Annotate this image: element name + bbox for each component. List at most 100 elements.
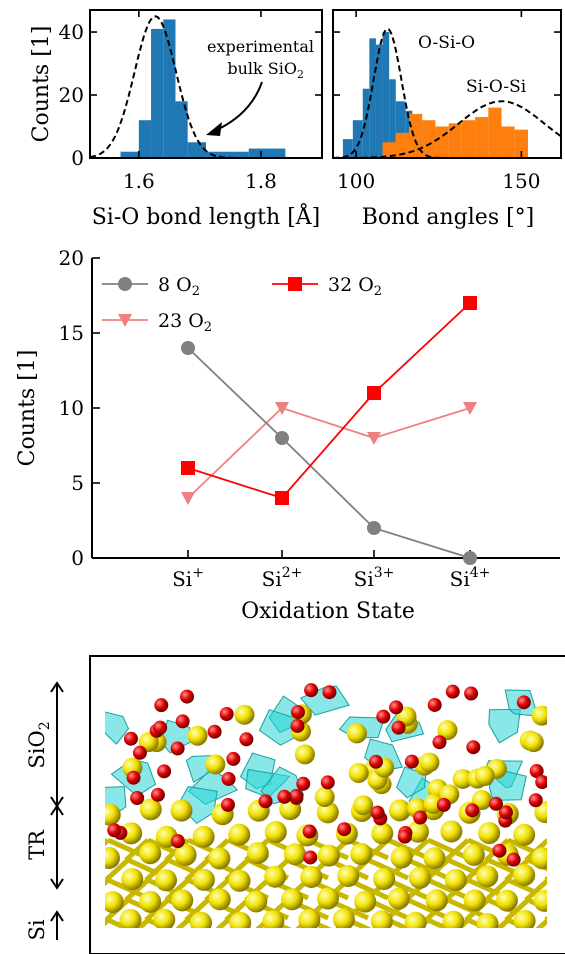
sio2-region-arrow-head-top bbox=[50, 681, 64, 693]
o-atom bbox=[320, 775, 335, 790]
oxidation-series-line-2 bbox=[187, 302, 471, 500]
si-bond bbox=[346, 917, 372, 928]
si-atom bbox=[294, 744, 315, 765]
si-atom bbox=[229, 911, 252, 928]
si-bond bbox=[105, 858, 130, 882]
si-atom bbox=[353, 795, 374, 816]
si-bond bbox=[444, 838, 470, 862]
si-atom bbox=[370, 910, 393, 928]
si-atom bbox=[513, 864, 536, 887]
si-atom bbox=[408, 866, 431, 889]
bond-length-ytick-label-2: 40 bbox=[59, 20, 84, 44]
si-bond bbox=[524, 878, 547, 902]
si-atom bbox=[513, 823, 536, 846]
o-atom bbox=[302, 824, 317, 839]
oxidation-point-1-3 bbox=[463, 402, 477, 415]
oxidation-point-2-2 bbox=[367, 386, 381, 400]
oxidation-series-line-1 bbox=[187, 406, 471, 499]
si-atom bbox=[171, 889, 194, 912]
tr-region-arrow-head-bottom bbox=[50, 878, 64, 890]
o-atom bbox=[432, 735, 447, 750]
bond-angle-bar-0-5 bbox=[382, 32, 390, 158]
experimental-annotation: experimental bbox=[207, 37, 314, 56]
oxidation-ytick-label-0: 0 bbox=[71, 546, 84, 570]
atomic-structure bbox=[105, 683, 547, 928]
si-bond bbox=[426, 877, 470, 901]
oxidation-ytick-label-2: 10 bbox=[59, 396, 84, 420]
o-atom bbox=[180, 689, 195, 704]
o-atom bbox=[528, 793, 543, 808]
si-atom bbox=[440, 820, 463, 843]
bond-angle-xtick-label-1: 150 bbox=[502, 169, 540, 193]
tr-region-arrow-head-top bbox=[50, 804, 64, 816]
si-atom bbox=[495, 889, 518, 912]
si-o-si-label: Si-O-Si bbox=[466, 77, 527, 97]
si-bond bbox=[535, 918, 547, 928]
oxidation-point-1-1 bbox=[275, 402, 289, 415]
oxidation-point-1-2 bbox=[367, 432, 381, 445]
bond-angle-bar-1-6 bbox=[461, 120, 476, 158]
oxidation-xtick-label-0: Si+ bbox=[172, 565, 204, 591]
si-bond bbox=[175, 918, 190, 928]
oxidation-point-0-0 bbox=[181, 341, 195, 355]
si-atom bbox=[350, 843, 373, 866]
si-atom bbox=[463, 889, 486, 912]
si-bond bbox=[124, 838, 150, 862]
si-atom bbox=[404, 911, 427, 928]
bond-angle-bar-1-4 bbox=[435, 126, 449, 158]
oxidation-xtick-label-3: Si4+ bbox=[450, 565, 491, 591]
o-atom bbox=[516, 695, 531, 710]
si-region-label: Si bbox=[25, 919, 49, 940]
si-atom bbox=[262, 910, 285, 928]
legend-marker-0 bbox=[118, 277, 132, 291]
o-atom bbox=[529, 764, 544, 779]
si-atom bbox=[476, 865, 499, 888]
si-atom bbox=[208, 888, 231, 911]
bond-angle-ticks: 100 150 bbox=[333, 10, 561, 193]
o-atom bbox=[126, 770, 141, 785]
bond-length-xtick-label-0: 1.6 bbox=[123, 169, 155, 193]
si-atom bbox=[444, 868, 467, 891]
si-atom bbox=[192, 868, 215, 891]
sio2-region-label: SiO2 bbox=[25, 721, 53, 768]
tr-region-label: TR bbox=[25, 829, 49, 860]
bond-angle-frame bbox=[332, 9, 562, 159]
o-atom bbox=[207, 724, 222, 739]
oxidation-point-0-1 bbox=[275, 431, 289, 445]
si-atom bbox=[170, 799, 193, 822]
oxidation-series bbox=[181, 296, 477, 565]
si-atom bbox=[298, 908, 321, 928]
si-bond bbox=[386, 917, 412, 928]
o-si-o-label: O-Si-O bbox=[418, 33, 475, 53]
si-atom bbox=[228, 823, 251, 846]
si-atom bbox=[388, 799, 411, 822]
oxidation-xtick-sup-0: + bbox=[192, 565, 204, 581]
bond-length-bar-7 bbox=[248, 148, 286, 158]
bond-length-xlabel: Si-O bond length [Å] bbox=[92, 202, 321, 230]
legend-marker-1 bbox=[118, 314, 132, 327]
si-atom bbox=[346, 723, 367, 744]
o-atom bbox=[397, 829, 412, 844]
legend-label-sub-0: 2 bbox=[192, 284, 200, 299]
bond-angle-bar-0-0 bbox=[342, 139, 353, 158]
si-atom bbox=[523, 732, 544, 753]
si-atom bbox=[174, 843, 197, 866]
o-atom bbox=[506, 852, 521, 867]
si-atom bbox=[531, 705, 547, 726]
si-atom bbox=[406, 820, 429, 843]
oxidation-series-line-0 bbox=[187, 347, 471, 559]
o-atom bbox=[153, 720, 168, 735]
o-atom bbox=[535, 775, 547, 790]
si-atom bbox=[373, 867, 396, 890]
o-atom bbox=[220, 797, 235, 812]
bond-length-bar-4 bbox=[175, 101, 188, 158]
o-atom bbox=[296, 776, 311, 791]
si-bond bbox=[464, 858, 490, 882]
si-atom bbox=[139, 798, 162, 821]
si-atom bbox=[348, 762, 369, 783]
sio4-polyhedron bbox=[396, 766, 427, 799]
o-atom bbox=[368, 754, 383, 769]
si-atom bbox=[474, 765, 495, 786]
si-bond bbox=[124, 878, 150, 902]
oxidation-point-1-0 bbox=[181, 492, 195, 505]
